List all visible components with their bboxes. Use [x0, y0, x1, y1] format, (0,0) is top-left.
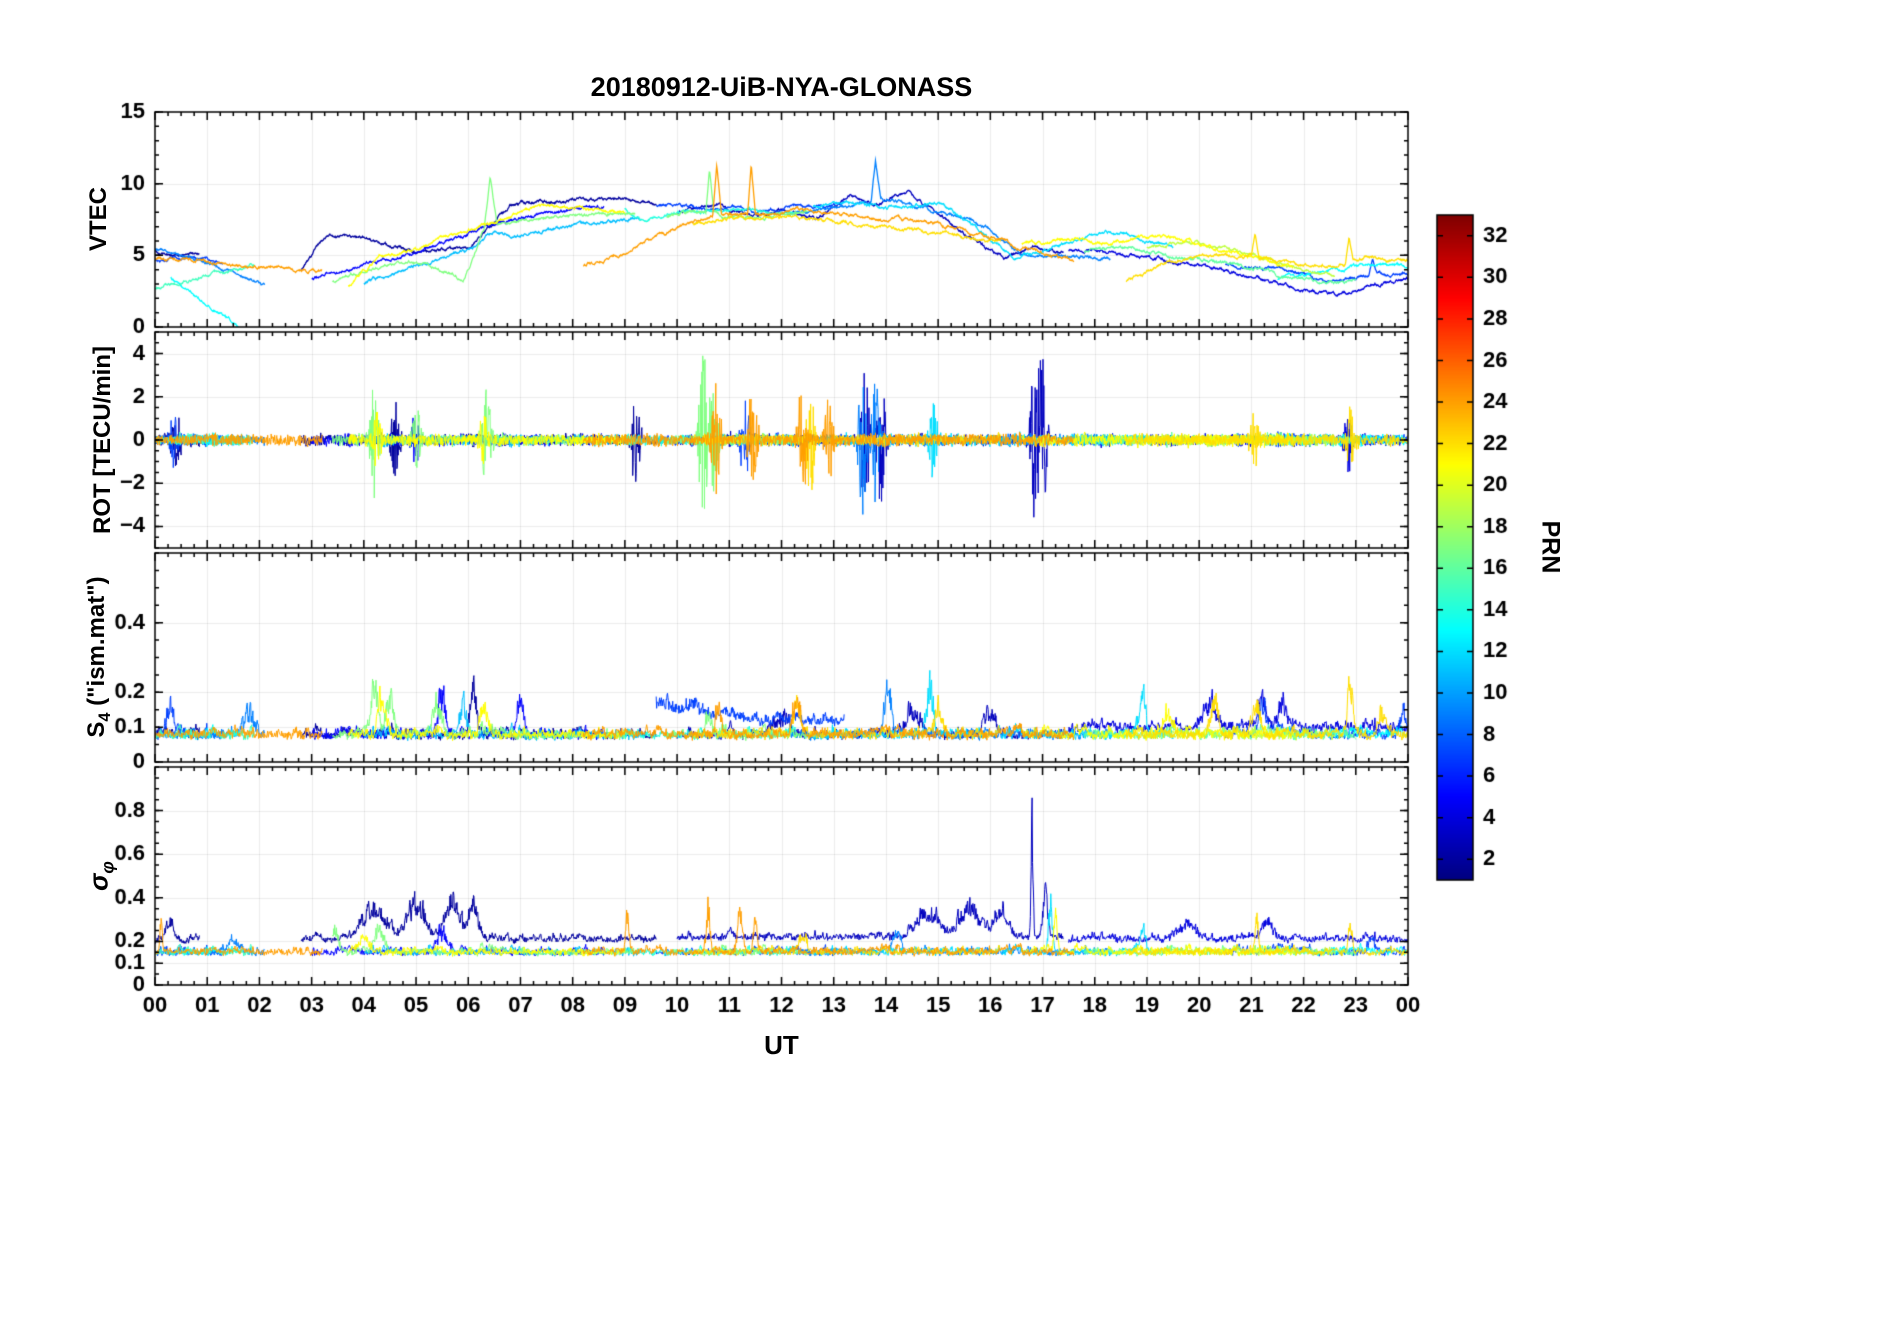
- ylabel-vtec: VTEC: [85, 186, 112, 252]
- ylabel-sigma-phi: σφ: [83, 861, 118, 891]
- ylabel-rot: ROT [TECU/min]: [89, 346, 116, 534]
- ylabel-s4: S4 ("ism.mat"): [83, 576, 114, 738]
- chart-title: 20180912-UiB-NYA-GLONASS: [590, 72, 973, 102]
- xlabel-ut: UT: [764, 1030, 799, 1060]
- colorbar-label-prn: PRN: [1536, 520, 1565, 574]
